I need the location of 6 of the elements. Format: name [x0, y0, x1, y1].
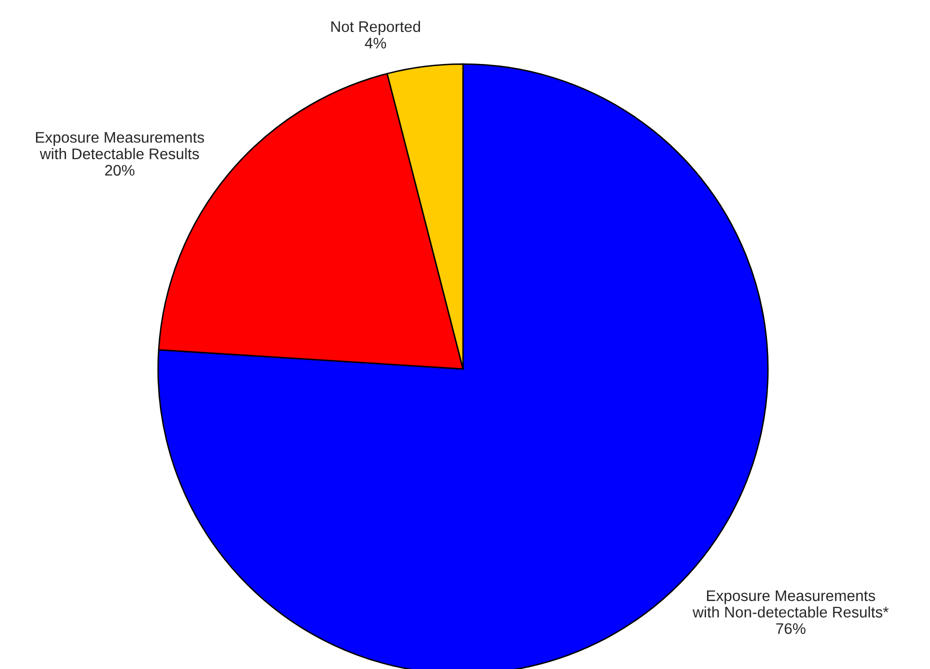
data-label: 20% [105, 164, 134, 176]
slice-label: Exposure Measurements with Detectable Results [36, 132, 204, 160]
data-label: 76% [776, 623, 806, 634]
slice-label: Exposure Measurements with Non-detectable Results* [692, 590, 889, 618]
data-label: 4% [364, 38, 386, 48]
slice-label: Not Reported [331, 20, 420, 36]
